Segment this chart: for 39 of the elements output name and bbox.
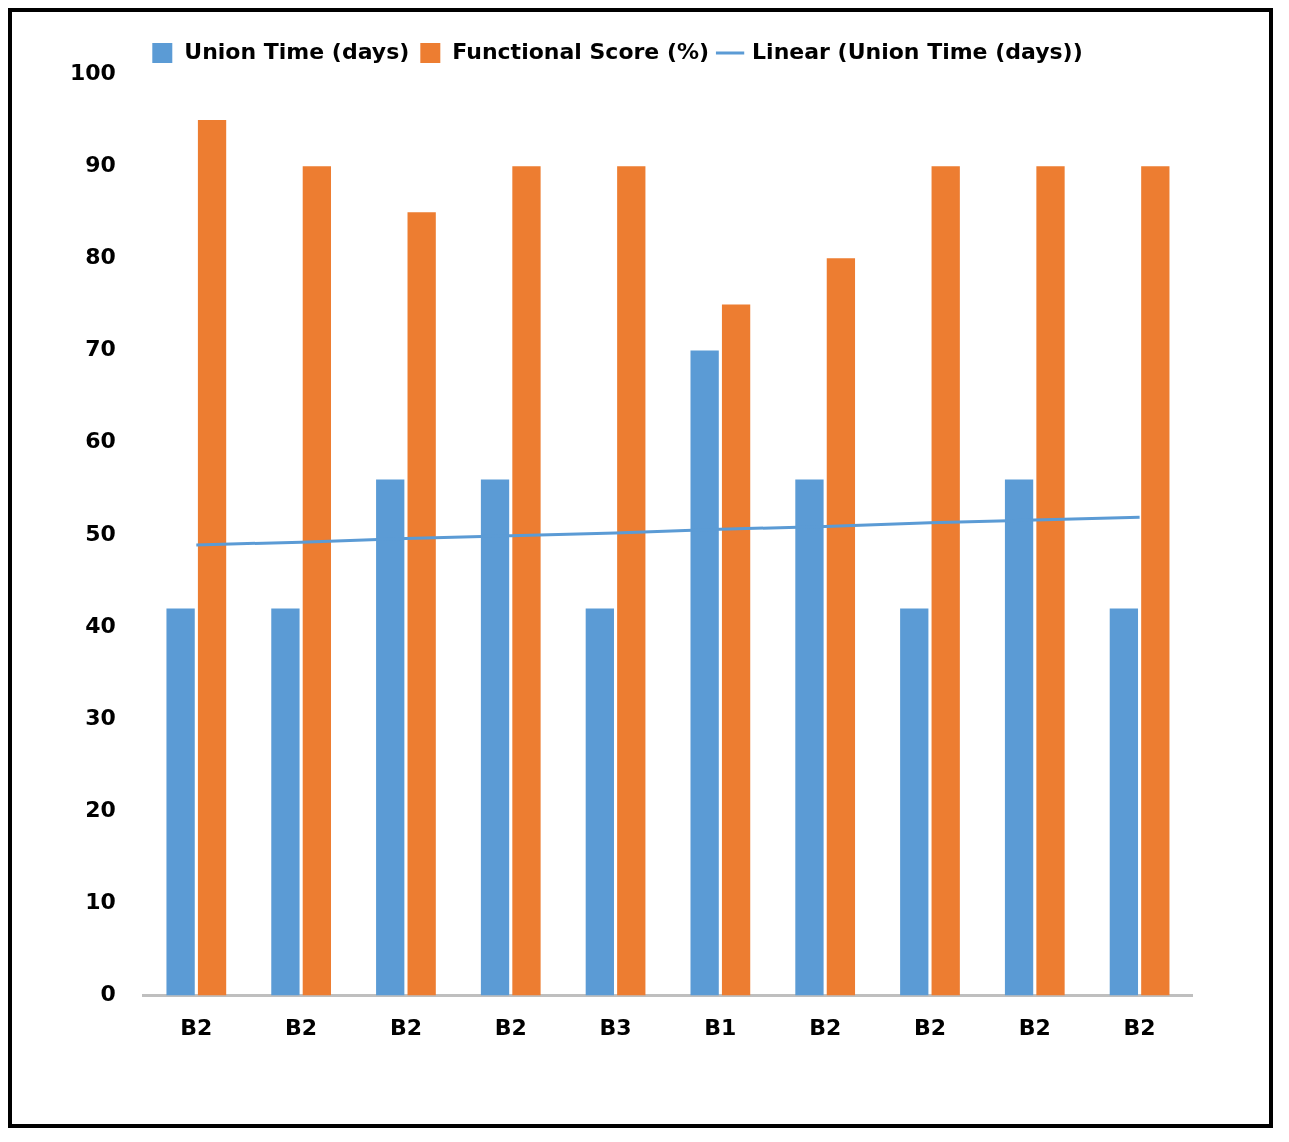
y-tick-label: 40	[85, 612, 116, 638]
bar	[197, 120, 227, 996]
x-tick-label: B2	[809, 1014, 842, 1040]
legend-label: Functional Score (%)	[452, 38, 710, 64]
x-tick-label: B2	[285, 1014, 318, 1040]
bar	[721, 304, 751, 996]
y-tick-label: 100	[69, 59, 116, 85]
bar	[1109, 608, 1139, 996]
x-tick-label: B2	[1123, 1014, 1156, 1040]
y-tick-label: 30	[85, 704, 116, 730]
x-tick-label: B3	[599, 1014, 632, 1040]
y-tick-label: 80	[85, 244, 116, 270]
y-tick-label: 50	[85, 520, 116, 546]
x-tick-label: B2	[494, 1014, 527, 1040]
y-tick-label: 20	[85, 797, 116, 822]
bar	[302, 166, 332, 996]
y-tick-label: 70	[85, 336, 116, 362]
y-tick-label: 90	[85, 151, 116, 177]
x-tick-label: B2	[913, 1014, 947, 1040]
x-tick-label: B2	[389, 1014, 422, 1040]
bar	[166, 608, 195, 996]
bar	[1141, 166, 1170, 996]
bar	[900, 608, 929, 996]
bar	[617, 166, 646, 996]
legend-label: Linear (Union Time (days))	[752, 38, 1083, 64]
y-tick-label: 0	[100, 981, 116, 1007]
bar	[407, 212, 436, 996]
x-tick-label: B1	[704, 1014, 737, 1040]
bar	[826, 258, 856, 996]
bar	[585, 608, 614, 996]
bar	[512, 166, 541, 996]
bar	[931, 166, 960, 996]
x-tick-label: B2	[1018, 1014, 1051, 1040]
x-tick-label: B2	[180, 1014, 213, 1040]
bar	[1036, 166, 1065, 996]
y-tick-label: 10	[85, 889, 116, 915]
y-tick-label: 60	[85, 428, 116, 454]
bar	[271, 608, 300, 996]
legend-label: Union Time (days)	[184, 38, 410, 64]
